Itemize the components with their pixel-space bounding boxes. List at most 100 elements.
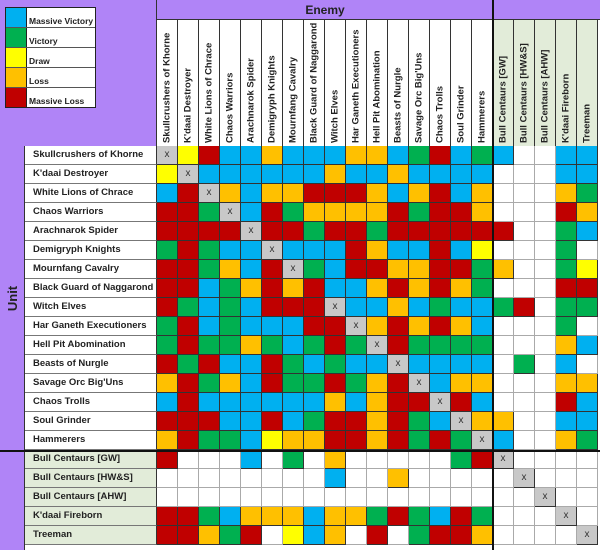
matchup-cell: [367, 431, 388, 450]
matchup-cell: [157, 507, 178, 526]
column-header: Demigryph Knights: [262, 20, 283, 146]
matchup-cell: [262, 488, 283, 507]
matchup-cell: [430, 146, 451, 165]
matchup-cell: [430, 412, 451, 431]
row-label: White Lions of Chrace: [25, 184, 157, 203]
matchup-cell: [430, 222, 451, 241]
row-label: Arachnarok Spider: [25, 222, 157, 241]
matchup-cell: [304, 146, 325, 165]
table-row: Hammerers x: [25, 431, 598, 450]
matchup-cell: [388, 412, 409, 431]
matchup-cell: [241, 298, 262, 317]
matchup-cell: [325, 165, 346, 184]
matchup-cell: [220, 165, 241, 184]
matchup-cell: [262, 450, 283, 469]
matchup-cell: x: [472, 431, 493, 450]
matchup-cell: [283, 526, 304, 545]
matchup-cell: [577, 412, 598, 431]
matchup-cell: [325, 393, 346, 412]
matchup-cell: [493, 184, 514, 203]
matchup-cell: [199, 241, 220, 260]
matchup-cell: [157, 393, 178, 412]
matchup-cell: x: [535, 488, 556, 507]
matchup-cell: [346, 431, 367, 450]
column-header: Arachnarok Spider: [241, 20, 262, 146]
matchup-cell: x: [346, 317, 367, 336]
matchup-cell: [556, 165, 577, 184]
matchup-cell: x: [367, 336, 388, 355]
matchup-cell: [493, 507, 514, 526]
matchup-cell: [220, 146, 241, 165]
table-row: Treeman x: [25, 526, 598, 545]
matchup-cell: x: [577, 526, 598, 545]
matchup-cell: [556, 336, 577, 355]
matchup-cell: [409, 260, 430, 279]
matchup-cell: [451, 146, 472, 165]
matchup-cell: [178, 298, 199, 317]
matchup-cell: [535, 165, 556, 184]
matchup-cell: [493, 393, 514, 412]
legend-swatch: [6, 28, 27, 47]
matchup-cell: [262, 412, 283, 431]
matchup-cell: [283, 355, 304, 374]
table-row: Bull Centaurs [HW&S] x: [25, 469, 598, 488]
matchup-cell: [178, 241, 199, 260]
table-row: Hell Pit Abomination x: [25, 336, 598, 355]
matchup-cell: [325, 241, 346, 260]
matchup-cell: [535, 241, 556, 260]
matchup-cell: [241, 393, 262, 412]
matchup-cell: [283, 336, 304, 355]
matchup-cell: [577, 184, 598, 203]
matchup-cell: [535, 336, 556, 355]
matchup-cell: [157, 488, 178, 507]
row-label: Chaos Warriors: [25, 203, 157, 222]
matchup-cell: [178, 488, 199, 507]
column-header: Hammerers: [472, 20, 493, 146]
matchup-cell: [325, 412, 346, 431]
enemy-header-bar: [157, 0, 600, 20]
matchup-cell: [304, 469, 325, 488]
matchup-cell: [472, 260, 493, 279]
matchup-cell: [262, 431, 283, 450]
matchup-cell: [283, 146, 304, 165]
matchup-cell: [535, 412, 556, 431]
row-label: Hammerers: [25, 431, 157, 450]
matchup-cell: [367, 241, 388, 260]
matchup-cell: [283, 488, 304, 507]
matchup-cell: [283, 317, 304, 336]
matchup-cell: [178, 184, 199, 203]
matchup-cell: [283, 241, 304, 260]
legend-label: Loss: [29, 76, 49, 86]
matchup-cell: [157, 336, 178, 355]
matchup-cell: [157, 450, 178, 469]
matchup-cell: [388, 279, 409, 298]
matchup-cell: [199, 431, 220, 450]
matchup-cell: [346, 374, 367, 393]
matchup-cell: [262, 355, 283, 374]
matchup-cell: [388, 298, 409, 317]
matchup-cell: [556, 298, 577, 317]
matchup-cell: [262, 317, 283, 336]
matchup-cell: [514, 203, 535, 222]
matchup-cell: [535, 203, 556, 222]
matchup-cell: [262, 203, 283, 222]
column-header: White Lions of Chrace: [199, 20, 220, 146]
legend-item: Massive Victory: [6, 8, 95, 28]
matchup-cell: x: [199, 184, 220, 203]
matchup-cell: [451, 526, 472, 545]
matchup-cell: [178, 526, 199, 545]
matchup-cell: [325, 184, 346, 203]
matchup-cell: [262, 260, 283, 279]
matchup-cell: [262, 469, 283, 488]
table-row: Chaos Warriors x: [25, 203, 598, 222]
matchup-cell: [535, 260, 556, 279]
matchup-cell: [409, 431, 430, 450]
matchup-cell: [514, 279, 535, 298]
column-header: Soul Grinder: [451, 20, 472, 146]
matchup-cell: [556, 488, 577, 507]
matchup-cell: [367, 222, 388, 241]
matchup-cell: [493, 241, 514, 260]
matchup-cell: [178, 393, 199, 412]
matchup-cell: [388, 241, 409, 260]
matchup-cell: [430, 203, 451, 222]
